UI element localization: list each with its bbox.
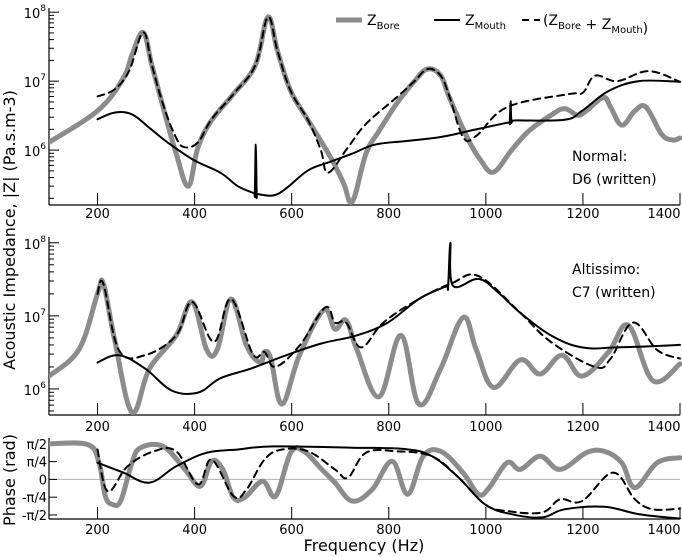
annotation-normal-line1: Normal: xyxy=(572,149,627,165)
x-tick-label: 800 xyxy=(376,523,401,538)
legend-label: (ZBore + ZMouth) xyxy=(543,13,648,37)
x-tick-label: 200 xyxy=(85,207,110,222)
annotation-normal-line2: D6 (written) xyxy=(572,172,657,188)
y-tick-label: π/4 xyxy=(27,456,47,471)
x-tick-label: 1000 xyxy=(469,207,502,222)
x-tick-label: 200 xyxy=(85,523,110,538)
x-tick-label: 1000 xyxy=(469,420,502,435)
y-tick-label: π/2 xyxy=(27,438,47,453)
x-tick-label: 800 xyxy=(376,207,401,222)
legend-entry: (ZBore + ZMouth) xyxy=(522,13,648,37)
legend: ZBore ZMouth (ZBore + ZMouth) xyxy=(336,13,648,37)
y-tick-label: 108 xyxy=(24,235,47,253)
x-tick-label: 400 xyxy=(182,523,207,538)
x-tick-label: 1400 xyxy=(647,420,680,435)
annotation-altissimo-line1: Altissimo: xyxy=(572,262,640,278)
series-zbore-line xyxy=(49,440,682,509)
legend-label: ZBore xyxy=(367,13,400,32)
x-tick-label: 1400 xyxy=(647,207,680,222)
y-tick-label: 106 xyxy=(24,381,47,399)
panel-altissimo: 200 400 600 800 1000 1200 1400 106 107 108 xyxy=(24,235,682,435)
series-zbore-line xyxy=(49,14,682,205)
y-tick-label: 0 xyxy=(39,473,47,488)
phase-y-axis-label: Phase (rad) xyxy=(0,434,19,526)
y-tick-label: -π/2 xyxy=(22,509,47,524)
panel-normal: 200 400 600 800 1000 1200 1400 106 107 108 xyxy=(24,4,682,222)
legend-entry: ZMouth xyxy=(434,13,506,32)
series-zbore-zmouth-line xyxy=(96,447,681,515)
legend-entry: ZBore xyxy=(336,13,400,32)
x-tick-label: 200 xyxy=(85,420,110,435)
y-tick-label: 106 xyxy=(24,142,47,160)
x-tick-label: 400 xyxy=(182,207,207,222)
x-tick-label: 600 xyxy=(279,207,304,222)
y-tick-label: -π/4 xyxy=(22,491,47,506)
x-tick-label: 1200 xyxy=(566,207,599,222)
x-tick-label: 600 xyxy=(279,420,304,435)
series-zmouth-line xyxy=(96,445,681,519)
series-zbore-zmouth-line xyxy=(96,16,681,174)
x-tick-label: 1400 xyxy=(647,523,680,538)
x-tick-label: 600 xyxy=(279,523,304,538)
x-tick-label: 1200 xyxy=(566,523,599,538)
series-zbore-zmouth-line xyxy=(96,273,681,370)
series-zmouth-line xyxy=(96,241,681,396)
x-tick-label: 400 xyxy=(182,420,207,435)
impedance-y-axis-label: Acoustic Impedance, |Z| (Pa.s.m-3) xyxy=(0,90,19,370)
panel-phase: 200 400 600 800 1000 1200 1400 -π/2 -π/4 0 π/4 π/2 xyxy=(22,438,682,538)
y-tick-label: 108 xyxy=(24,4,47,22)
series-zmouth-line xyxy=(96,79,681,199)
y-tick-label: 107 xyxy=(24,308,46,326)
x-tick-label: 1000 xyxy=(469,523,502,538)
y-tick-label: 107 xyxy=(24,73,46,91)
x-tick-label: 1200 xyxy=(566,420,599,435)
impedance-y-axis-label-text: Acoustic Impedance, |Z| (Pa.s.m-3) xyxy=(0,90,19,370)
x-axis-label: Frequency (Hz) xyxy=(304,536,425,555)
annotation-altissimo-line2: C7 (written) xyxy=(572,285,656,301)
x-tick-label: 800 xyxy=(376,420,401,435)
legend-label: ZMouth xyxy=(465,13,506,32)
